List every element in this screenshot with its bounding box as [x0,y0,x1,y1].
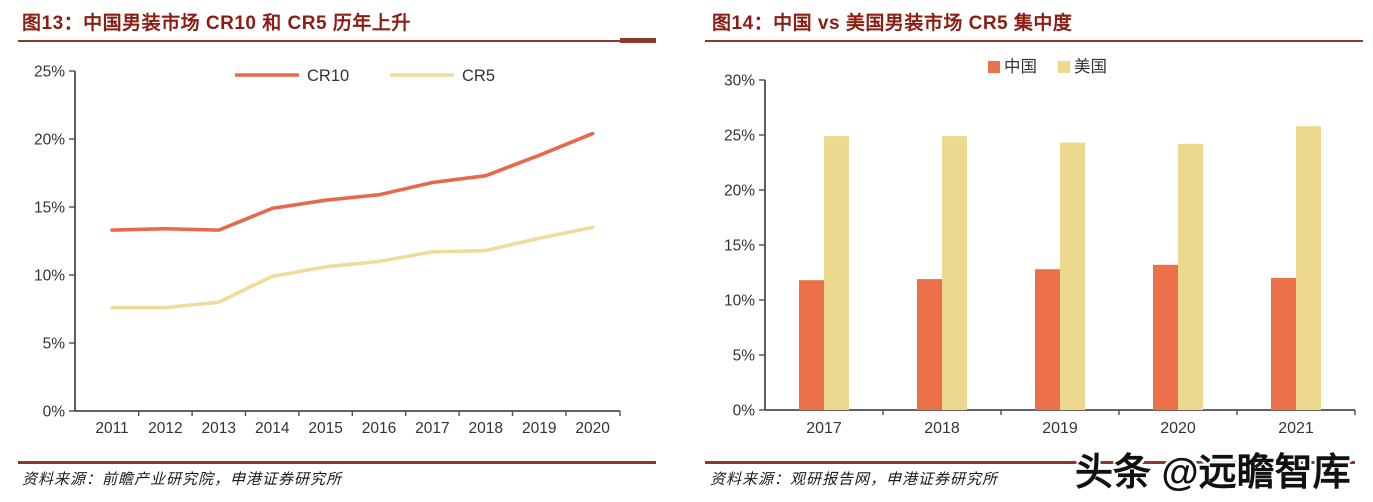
legend-swatch-0 [988,61,1000,73]
x-tick-label: 2017 [415,420,449,437]
x-tick-label: 2021 [1278,420,1314,437]
figure14-title-rule [705,40,1363,42]
figure13-title: 图13：中国男装市场 CR10 和 CR5 历年上升 [22,13,411,34]
series-line-cr5 [110,225,595,310]
figure13-title-rule-accent [620,38,656,43]
figure14-source: 资料来源：观研报告网，申港证券研究所 [710,470,999,488]
x-tick-label: 2014 [255,420,290,437]
y-tick-label: 20% [724,183,755,200]
y-tick-label: 5% [43,336,66,353]
x-tick-label: 2018 [924,420,960,437]
figure14-source-rule [705,461,1355,464]
y-tick-label: 0% [43,404,66,421]
x-tick-label: 2020 [1160,420,1196,437]
x-tick-label: 2019 [522,420,556,437]
toutiao-watermark: 头条 @远瞻智库 [1075,452,1351,494]
y-tick-label: 15% [724,238,755,255]
x-tick-label: 2016 [362,420,396,437]
y-tick-label: 20% [34,132,65,149]
bar-中国-2017 [799,280,824,410]
figure13-source: 资料来源：前瞻产业研究院，申港证券研究所 [22,470,343,488]
y-tick-label: 15% [34,200,65,217]
bar-中国-2019 [1035,269,1060,410]
y-tick-label: 0% [733,403,756,420]
legend-label-cr5: CR5 [462,67,495,85]
bar-美国-2017 [824,136,849,410]
y-tick-label: 10% [34,268,65,285]
bar-中国-2021 [1271,278,1296,410]
bar-chart-china-vs-usa: 0% 5% 10% 15% 20% 25% 30% 2017 2018 2019 2020 2021 中… [724,57,1356,437]
line-chart-cr10-cr5: 0% 5% 10% 15% 20% 25% 2011 2012 2013 2014 2015 2016… [34,64,621,437]
legend-label-1: 美国 [1074,57,1107,76]
legend-label-cr10: CR10 [307,67,349,85]
bar-中国-2020 [1153,264,1178,410]
x-tick-label: 2017 [806,420,842,437]
bar-美国-2021 [1296,126,1321,410]
legend-swatch-1 [1058,61,1070,73]
x-tick-label: 2020 [575,420,610,437]
y-tick-label: 25% [34,64,65,81]
x-tick-label: 2012 [148,420,182,437]
y-tick-label: 5% [733,348,756,365]
bar-中国-2018 [917,279,942,410]
figure13-title-rule [18,40,656,42]
y-tick-label: 10% [724,293,755,310]
series-line-cr10 [110,131,595,232]
x-tick-label: 2015 [308,420,342,437]
figure13-source-rule [18,461,656,464]
bar-美国-2019 [1060,142,1085,410]
bar-美国-2018 [942,136,967,410]
bar-美国-2020 [1178,143,1203,411]
x-tick-label: 2019 [1042,420,1078,437]
legend-label-0: 中国 [1004,57,1037,76]
x-tick-label: 2018 [469,420,503,437]
y-tick-label: 25% [724,128,755,145]
y-tick-label: 30% [724,73,755,90]
x-tick-label: 2011 [95,420,128,437]
x-tick-label: 2013 [202,420,236,437]
figure14-title: 图14：中国 vs 美国男装市场 CR5 集中度 [712,13,1073,34]
